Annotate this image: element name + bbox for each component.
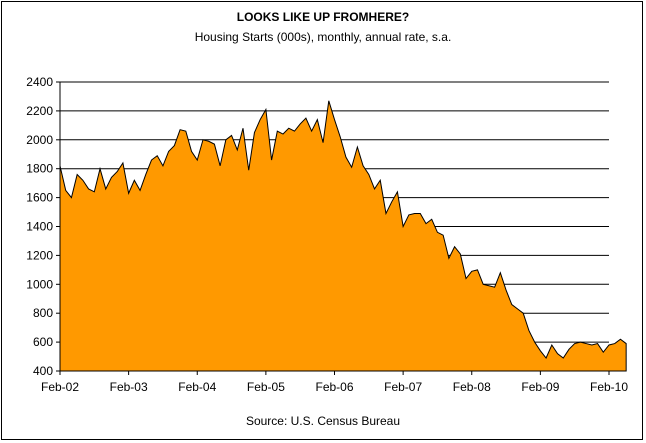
y-tick-label: 2000: [26, 133, 53, 147]
chart-title: LOOKS LIKE UP FROMHERE?: [236, 10, 410, 24]
x-tick-label: Feb-02: [41, 380, 79, 394]
y-tick-label: 1000: [26, 277, 53, 291]
chart-subtitle: Housing Starts (000s), monthly, annual r…: [194, 30, 452, 44]
y-tick-label: 600: [33, 335, 53, 349]
x-tick-label: Feb-08: [453, 380, 491, 394]
x-tick-label: Feb-09: [521, 380, 559, 394]
y-tick-label: 1200: [26, 248, 53, 262]
y-tick-label: 1400: [26, 220, 53, 234]
x-tick-labels: Feb-02 Feb-03 Feb-04 Feb-05 Feb-06 Feb-07 Feb-…: [41, 371, 628, 394]
y-tick-label: 2200: [26, 104, 53, 118]
y-tick-label: 1800: [26, 162, 53, 176]
series-area: [59, 100, 627, 372]
x-tick-label: Feb-07: [384, 380, 422, 394]
y-tick-label: 800: [33, 306, 53, 320]
y-tick-label: 2400: [26, 75, 53, 89]
y-tick-label: 1600: [26, 191, 53, 205]
source-note: Source: U.S. Census Bureau: [245, 414, 401, 428]
x-tick-label: Feb-10: [590, 380, 628, 394]
x-tick-label: Feb-05: [247, 380, 285, 394]
x-tick-label: Feb-06: [315, 380, 353, 394]
y-tick-label: 400: [33, 364, 53, 378]
x-tick-label: Feb-03: [110, 380, 148, 394]
y-tick-labels: 400 600 800 1000 1200 1400 1600 1800 2000 2200 240…: [26, 75, 60, 378]
x-tick-label: Feb-04: [178, 380, 216, 394]
